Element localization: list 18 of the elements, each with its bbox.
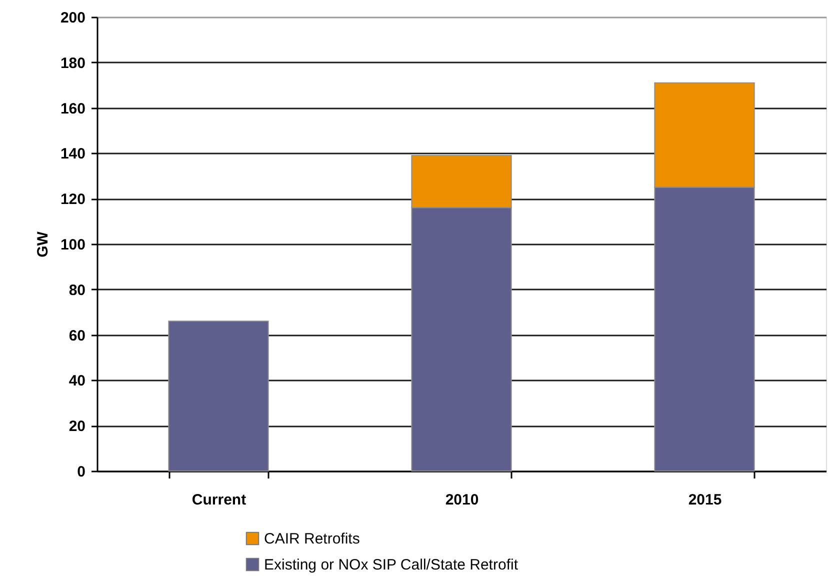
legend-label: CAIR Retrofits (264, 530, 360, 548)
bar (168, 320, 269, 472)
x-tick-label: 2010 (445, 492, 479, 508)
y-tick-label: 100 (60, 236, 86, 254)
y-tick-label: 80 (68, 282, 86, 299)
y-tick-label: 160 (60, 100, 86, 118)
y-tick-label: 60 (68, 327, 86, 344)
y-tick-label: 40 (68, 372, 86, 390)
y-tick-label: 0 (77, 464, 86, 480)
legend-label: Existing or NOx SIP Call/State Retrofit (264, 556, 519, 574)
y-tick-label: 140 (60, 146, 86, 163)
y-tick-label: 20 (68, 418, 86, 436)
y-tick-label: 180 (60, 54, 86, 72)
y-tick-label: 120 (60, 191, 86, 208)
y-axis-title: GW (34, 230, 52, 258)
x-tick-label: 2015 (688, 492, 722, 508)
y-tick-label: 200 (60, 10, 86, 26)
x-tick-label: Current (192, 492, 246, 508)
